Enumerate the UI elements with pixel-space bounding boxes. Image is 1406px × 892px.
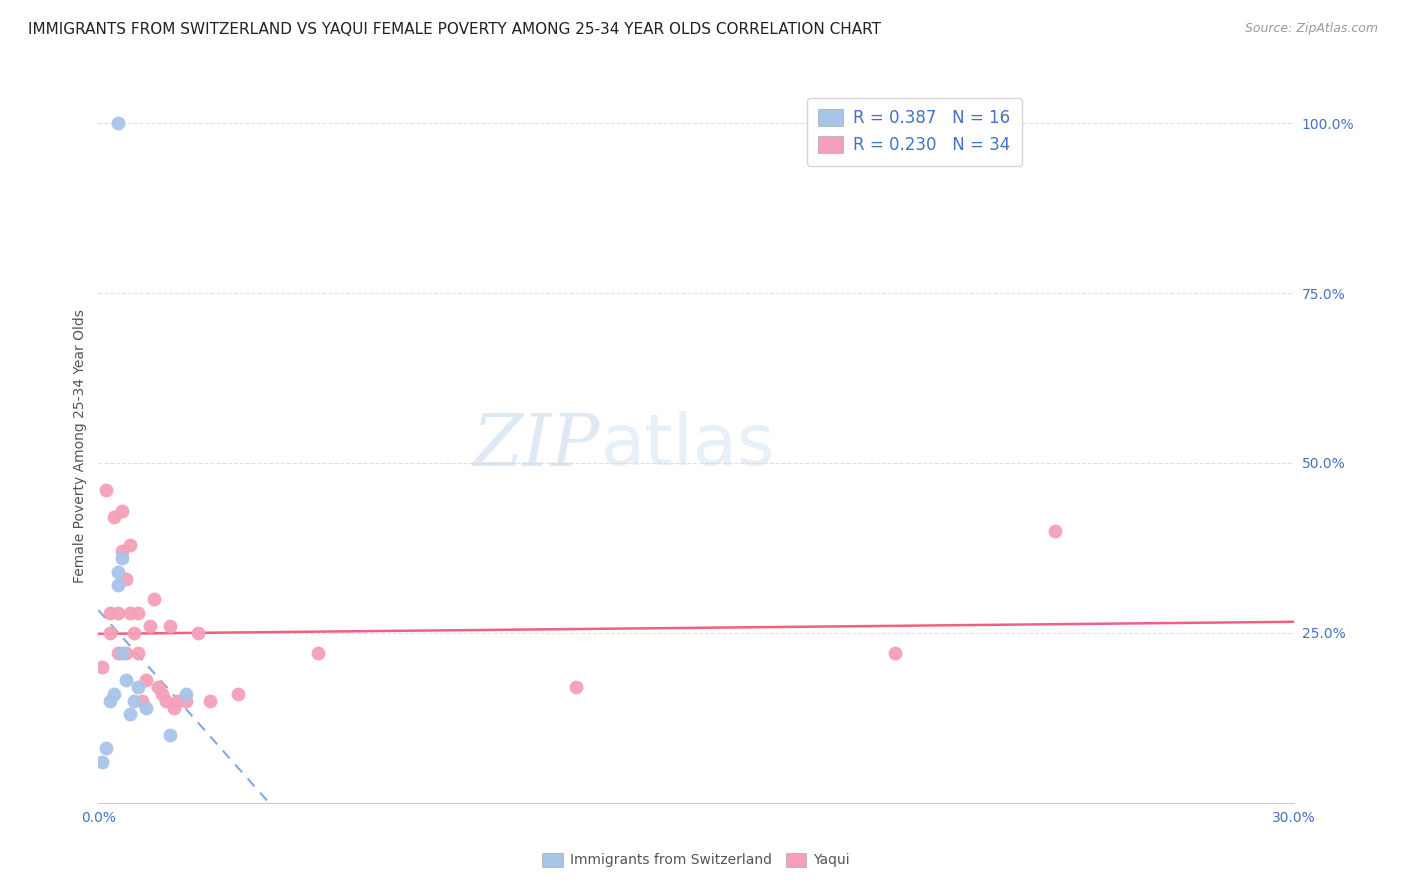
Point <box>127 680 149 694</box>
Point <box>1043 524 1066 538</box>
Point <box>107 116 129 130</box>
Point <box>884 646 907 660</box>
Point <box>91 660 114 674</box>
Point <box>565 680 588 694</box>
Point <box>139 619 162 633</box>
Point <box>103 687 125 701</box>
Point <box>120 707 142 722</box>
Point <box>91 755 114 769</box>
Point <box>100 626 122 640</box>
Point <box>124 626 146 640</box>
Point <box>226 687 249 701</box>
Point <box>115 572 138 586</box>
Point <box>148 680 170 694</box>
Point <box>107 606 129 620</box>
Point <box>107 646 129 660</box>
Point <box>307 646 329 660</box>
Point <box>103 510 125 524</box>
Point <box>115 646 138 660</box>
Point <box>120 537 142 551</box>
Point <box>174 687 197 701</box>
Point <box>115 673 138 688</box>
Point <box>111 551 134 566</box>
Point <box>143 591 166 606</box>
Point <box>107 578 129 592</box>
Point <box>163 700 186 714</box>
Point <box>100 694 122 708</box>
Point <box>135 673 157 688</box>
Point <box>124 694 146 708</box>
Point <box>100 606 122 620</box>
Point <box>150 687 173 701</box>
Point <box>167 694 190 708</box>
Point <box>187 626 209 640</box>
Legend: Immigrants from Switzerland, Yaqui: Immigrants from Switzerland, Yaqui <box>536 846 856 874</box>
Text: IMMIGRANTS FROM SWITZERLAND VS YAQUI FEMALE POVERTY AMONG 25-34 YEAR OLDS CORREL: IMMIGRANTS FROM SWITZERLAND VS YAQUI FEM… <box>28 22 882 37</box>
Point <box>111 646 134 660</box>
Point <box>96 741 118 756</box>
Point <box>135 700 157 714</box>
Point <box>155 694 177 708</box>
Text: ZIP: ZIP <box>472 410 600 482</box>
Text: Source: ZipAtlas.com: Source: ZipAtlas.com <box>1244 22 1378 36</box>
Point <box>174 694 197 708</box>
Point <box>198 694 221 708</box>
Point <box>159 728 181 742</box>
Point <box>127 646 149 660</box>
Point <box>111 503 134 517</box>
Point <box>111 544 134 558</box>
Point <box>120 606 142 620</box>
Point <box>159 619 181 633</box>
Point <box>107 565 129 579</box>
Text: atlas: atlas <box>600 411 775 481</box>
Point <box>96 483 118 498</box>
Y-axis label: Female Poverty Among 25-34 Year Olds: Female Poverty Among 25-34 Year Olds <box>73 309 87 583</box>
Point <box>131 694 153 708</box>
Point <box>127 606 149 620</box>
